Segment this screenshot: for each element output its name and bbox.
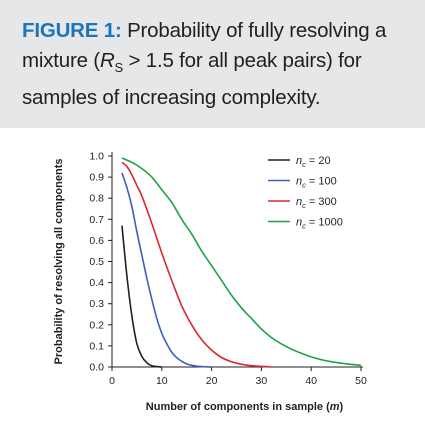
x-tick-label: 30 [256,375,268,387]
y-tick-label: 0.0 [89,362,104,374]
y-tick-label: 0.1 [89,340,104,352]
y-tick-label: 0.2 [89,319,104,331]
y-tick-label: 0.9 [89,172,104,184]
x-tick-label: 10 [156,375,168,387]
caption-text-part2: > 1.5 for all peak pairs) for samples of… [22,49,362,110]
x-axis-title: Number of components in sample (m) [146,401,344,413]
series-line-1 [121,172,212,368]
line-chart: 0.0 0.1 0.2 0.3 0.4 0.5 0.6 0.7 0.8 0.9 1.0 0 10 20 30… [53,151,367,414]
chart-panel: 0.0 0.1 0.2 0.3 0.4 0.5 0.6 0.7 0.8 0.9 1.0 0 10 20 30… [0,128,425,425]
y-tick-label: 0.3 [89,298,104,310]
legend-label-1: nc = 100 [296,176,337,190]
legend-label-0: nc = 20 [296,155,331,169]
caption-subscript: S [114,60,124,76]
x-tick-label: 50 [355,375,367,387]
figure-label: FIGURE 1: [22,19,122,42]
y-tick-label: 1.0 [89,151,104,163]
x-tick-label: 0 [109,375,115,387]
y-tick-label: 0.4 [89,277,104,289]
y-tick-label: 0.6 [89,235,104,247]
legend-label-2: nc = 300 [296,196,337,210]
x-tick-label: 40 [305,375,317,387]
figure-caption: FIGURE 1: Probability of fully resolving… [22,16,412,113]
legend-label-3: nc = 1000 [296,217,343,231]
caption-text-part1: Probability of fully resolving a mixture… [22,19,387,72]
y-tick-label: 0.7 [89,214,104,226]
series-line-2 [121,161,272,368]
series-line-3 [121,157,362,367]
y-tick-label: 0.8 [89,193,104,205]
y-axis-title: Probability of resolving all components [53,159,65,365]
caption-symbol: R [99,49,115,72]
series-line-0 [121,225,162,368]
y-tick-label: 0.5 [89,256,104,268]
x-tick-label: 20 [206,375,218,387]
